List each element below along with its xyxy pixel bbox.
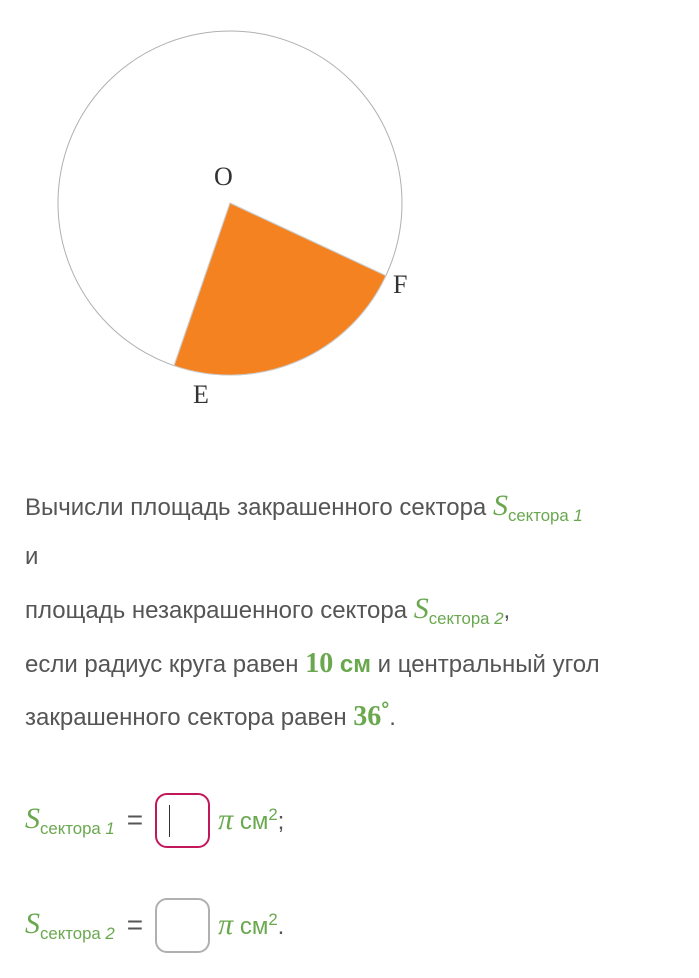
text-line1a: Вычисли площадь закрашенного сектора [25, 494, 493, 521]
formula2-sub-word: сектора [40, 924, 105, 943]
formula2-S: S [25, 907, 40, 940]
formula1-lhs: Sсектора 1 [25, 802, 115, 839]
equals-2: = [123, 909, 147, 941]
comma: , [504, 597, 511, 624]
equals-1: = [123, 804, 147, 836]
circle-sector-svg: O F E [25, 25, 425, 420]
sup2-1: 2 [268, 805, 277, 824]
sup2-2: 2 [268, 910, 277, 929]
formula-sector2: Sсектора 2 = π см2. [25, 898, 674, 953]
sub-sector2-num: 2 [494, 608, 503, 627]
radius-unit: см [333, 651, 371, 678]
text-and: и [25, 543, 38, 570]
sub-sector1: сектора 1 [508, 506, 583, 525]
var-S2: S [414, 592, 429, 625]
formula2-rhs: π см2. [218, 908, 284, 942]
sub-sector1-word: сектора [508, 506, 573, 525]
text-line3a: площадь незакрашенного сектора [25, 597, 414, 624]
pi-2: π [218, 908, 233, 941]
label-F: F [393, 270, 407, 299]
period1: . [389, 704, 396, 731]
label-E: E [193, 380, 209, 409]
var-S1: S [493, 489, 508, 522]
formula1-sub-num: 1 [105, 819, 114, 838]
sub-sector2: сектора 2 [429, 608, 504, 627]
formula1-S: S [25, 802, 40, 835]
unit-1: см [233, 808, 268, 835]
formula1-sub: сектора 1 [40, 819, 115, 838]
problem-statement: Вычисли площадь закрашенного сектора Sсе… [25, 477, 674, 743]
semicolon: ; [278, 808, 285, 835]
label-O: O [214, 162, 233, 191]
formula-sector1: Sсектора 1 = π см2; [25, 793, 674, 848]
answer-input-2[interactable] [155, 898, 210, 953]
pi-1: π [218, 803, 233, 836]
sub-sector1-num: 1 [573, 506, 582, 525]
sub-sector2-word: сектора [429, 608, 494, 627]
answer-input-1[interactable] [155, 793, 210, 848]
radius-value: 10 [305, 648, 333, 679]
formula1-sub-word: сектора [40, 819, 105, 838]
formula2-sub-num: 2 [105, 924, 114, 943]
period2: . [278, 913, 285, 940]
formula2-lhs: Sсектора 2 [25, 907, 115, 944]
formula2-sub: сектора 2 [40, 924, 115, 943]
text-line4a: если радиус круга равен [25, 651, 305, 678]
formula1-rhs: π см2; [218, 803, 284, 837]
angle-value: 36 [353, 701, 381, 732]
unit-2: см [233, 913, 268, 940]
text-cursor [169, 805, 170, 837]
sector-diagram: O F E [25, 25, 674, 427]
